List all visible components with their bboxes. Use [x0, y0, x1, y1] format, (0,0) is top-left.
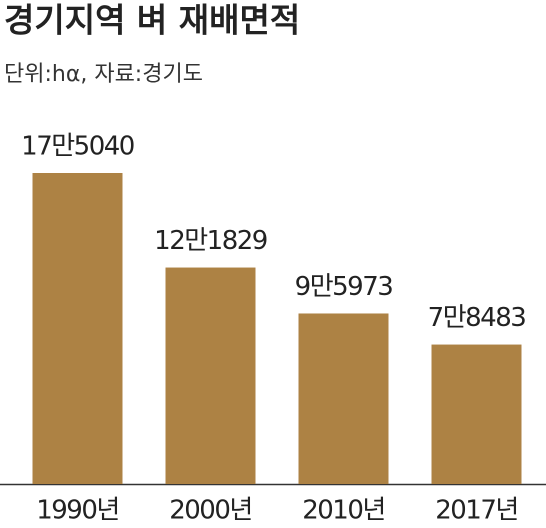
value-label: 9만5973 — [295, 272, 393, 302]
x-tick-label: 2010년 — [302, 496, 385, 526]
value-label: 7만8483 — [428, 303, 526, 333]
value-label: 12만1829 — [154, 226, 267, 256]
x-tick-label: 1990년 — [36, 496, 119, 526]
x-tick-label: 2017년 — [435, 496, 518, 526]
bar — [32, 173, 123, 484]
x-tick-label: 2000년 — [169, 496, 252, 526]
bar — [165, 267, 256, 484]
chart-subtitle: 단위:hα, 자료:경기도 — [4, 62, 203, 87]
chart-title: 경기지역 벼 재배면적 — [4, 1, 300, 40]
value-label: 17만5040 — [21, 132, 134, 162]
bar — [431, 344, 522, 484]
bar — [298, 313, 389, 484]
